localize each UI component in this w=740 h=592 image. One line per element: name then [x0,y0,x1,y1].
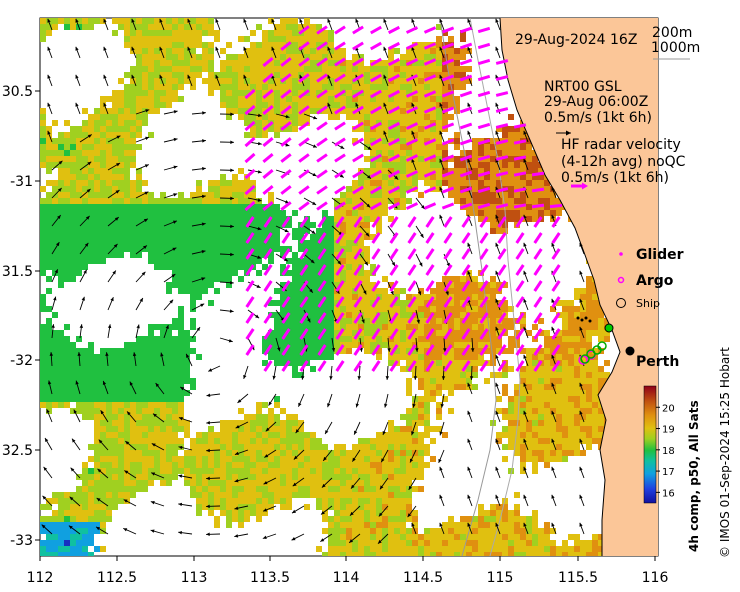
colorbar-tick-label: 16 [662,488,675,499]
sst-field [40,18,610,556]
gsl-time: 29-Aug 06:00Z [544,94,648,110]
hf-window: (4-12h avg) noQC [561,154,686,170]
x-axis: 112 112.5 113 113.5 114 114.5 115 115.5 116 [27,556,669,586]
hf-scale: 0.5m/s (1kt 6h) [561,170,669,186]
gsl-title: NRT00 GSL [544,79,622,95]
legend: Glider Argo Ship [616,247,684,310]
x-tick-label: 115 [487,570,514,586]
hf-radar-arrows [244,25,563,372]
ship-track [580,323,614,364]
x-tick-label: 112.5 [97,570,137,586]
colorbar-tick-label: 19 [662,425,675,436]
depth-label-200m: 200m [652,25,692,41]
x-tick-label: 114.5 [403,570,443,586]
y-tick-label: -32 [10,353,33,369]
perth-marker [625,346,635,356]
land [500,18,658,556]
x-tick-label: 113.5 [250,570,290,586]
colorbar-tick-label: 18 [662,446,675,457]
coastline [499,18,621,556]
glider-legend-label: Glider [636,247,684,263]
city-label-perth: Perth [636,354,679,370]
hf-title: HF radar velocity [561,137,681,153]
gsl-scale-arrow [556,130,571,136]
x-tick-label: 115.5 [558,570,598,586]
y-tick-label: 32.5 [2,443,33,459]
x-tick-label: 116 [642,570,669,586]
ship-legend-label: Ship [636,297,660,310]
colorbar-gradient [643,385,657,504]
y-axis: 30.5 -31 31.5 -32 32.5 -33 [2,84,40,549]
y-tick-label: -33 [10,533,33,549]
glider-markers [576,316,592,323]
argo-legend-label: Argo [636,273,674,289]
hf-scale-arrow [571,182,588,190]
colorbar-label: 4h comp, p50, All Sats [687,400,701,552]
glider-legend-icon [619,252,623,256]
y-tick-label: 30.5 [2,84,33,100]
x-tick-label: 114 [333,570,360,586]
y-tick-label: 31.5 [2,264,33,280]
argo-legend-icon [617,276,625,284]
ship-legend-icon [616,298,626,308]
x-tick-label: 112 [27,570,54,586]
date-label: 29-Aug-2024 16Z [515,32,637,48]
x-tick-label: 113 [181,570,208,586]
y-tick-label: -31 [10,174,33,190]
colorbar-tick-label: 17 [662,467,675,478]
credit-text: © IMOS 01-Sep-2024 15:25 Hobart [718,347,732,558]
gsl-scale: 0.5m/s (1kt 6h) [544,110,652,126]
colorbar: 20 19 18 17 16 4h comp, p50, All Sats [643,385,701,552]
colorbar-tick-label: 20 [662,403,675,414]
isobath-1000m [439,18,497,556]
depth-label-1000m: 1000m [651,40,700,56]
